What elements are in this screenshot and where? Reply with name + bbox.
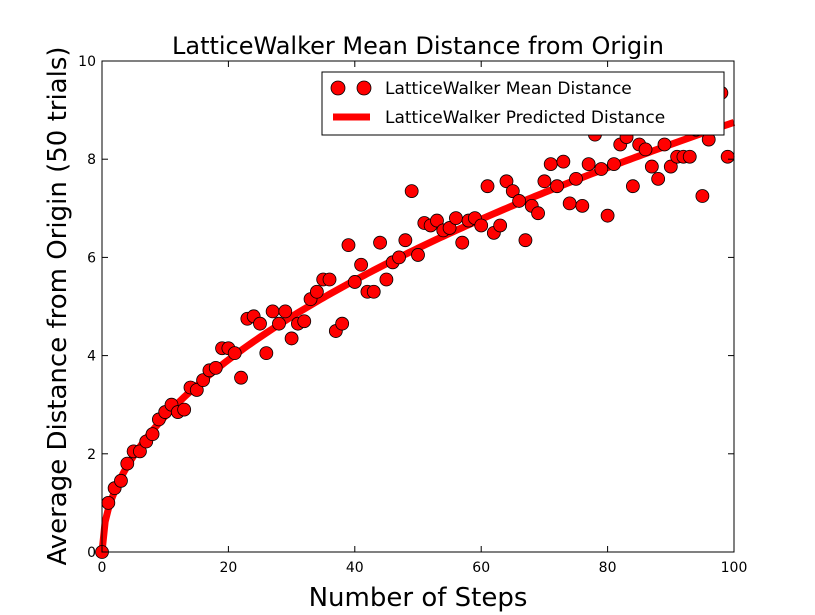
data-point (644, 159, 659, 174)
data-point (335, 316, 350, 331)
legend-marker-1a (330, 80, 346, 96)
data-point (366, 284, 381, 299)
data-point (120, 456, 135, 471)
y-tick-label: 8 (87, 152, 96, 168)
data-point (581, 157, 596, 172)
x-tick-label: 0 (98, 560, 107, 576)
data-point (398, 233, 413, 248)
data-point (354, 257, 369, 272)
x-tick-label: 100 (721, 560, 748, 576)
data-point (531, 206, 545, 221)
legend: LatticeWalker Mean Distance LatticeWalke… (321, 71, 725, 136)
data-point (253, 316, 267, 331)
data-point (556, 154, 571, 169)
data-point (550, 179, 564, 194)
y-tick-label: 4 (87, 349, 96, 365)
data-point (625, 179, 640, 194)
data-point (600, 208, 615, 223)
data-point (474, 218, 489, 233)
y-axis-label: Average Distance from Origin (50 trials) (43, 46, 73, 565)
data-point (114, 473, 128, 488)
y-tick-label: 0 (87, 545, 96, 561)
data-point (657, 137, 672, 152)
data-point (493, 218, 508, 233)
plot-frame (101, 60, 735, 553)
data-point (196, 373, 211, 388)
data-point (537, 174, 552, 189)
data-point (208, 360, 223, 375)
data-point (562, 196, 577, 211)
chart-title: LatticeWalker Mean Distance from Origin (172, 32, 664, 60)
data-point (430, 213, 444, 228)
data-point (227, 346, 242, 361)
x-tick-label: 20 (219, 560, 237, 576)
data-point (309, 284, 324, 299)
data-point (695, 189, 710, 203)
y-tick-label: 10 (78, 54, 96, 70)
data-point (341, 238, 356, 253)
data-point (442, 221, 457, 235)
data-point (272, 316, 286, 331)
data-point (663, 159, 678, 174)
data-point (392, 250, 406, 265)
data-point (373, 235, 387, 250)
data-point (720, 149, 735, 164)
data-point (177, 402, 192, 417)
x-tick-label: 40 (346, 560, 364, 576)
data-point (189, 383, 204, 397)
x-tick-label: 60 (472, 560, 490, 576)
data-point (682, 149, 697, 164)
axis-ticks: 0 20 40 60 80 100 0 2 4 6 8 10 (78, 54, 747, 576)
data-point (638, 142, 653, 157)
data-point (234, 370, 248, 385)
legend-marker-1b (356, 80, 372, 96)
x-tick-label: 80 (599, 560, 617, 576)
data-point (518, 233, 533, 248)
data-point (480, 179, 495, 194)
data-point (594, 162, 609, 176)
x-axis-label: Number of Steps (309, 583, 528, 613)
data-point (575, 198, 590, 213)
data-point (145, 427, 160, 442)
data-point (297, 314, 312, 329)
data-point (505, 184, 520, 199)
data-point (543, 157, 558, 172)
y-tick-label: 2 (87, 447, 96, 463)
data-point (347, 275, 362, 289)
data-point (607, 157, 621, 172)
data-point (284, 331, 299, 346)
plot-area (95, 86, 736, 559)
data-point (455, 235, 470, 250)
data-point (499, 174, 514, 189)
data-point (449, 211, 463, 226)
data-point (651, 171, 666, 186)
data-point (569, 171, 583, 186)
legend-box (321, 71, 725, 136)
data-point (379, 272, 394, 287)
y-tick-label: 6 (87, 250, 96, 266)
legend-label-predicted: LatticeWalker Predicted Distance (385, 108, 665, 128)
data-point (411, 248, 425, 262)
data-point (278, 304, 293, 319)
legend-label-mean: LatticeWalker Mean Distance (385, 79, 632, 99)
data-point (101, 495, 116, 510)
data-point (133, 444, 147, 459)
data-point (322, 272, 337, 287)
data-point (265, 304, 280, 319)
data-point (404, 184, 419, 199)
data-point (512, 194, 527, 208)
data-point (259, 346, 274, 361)
